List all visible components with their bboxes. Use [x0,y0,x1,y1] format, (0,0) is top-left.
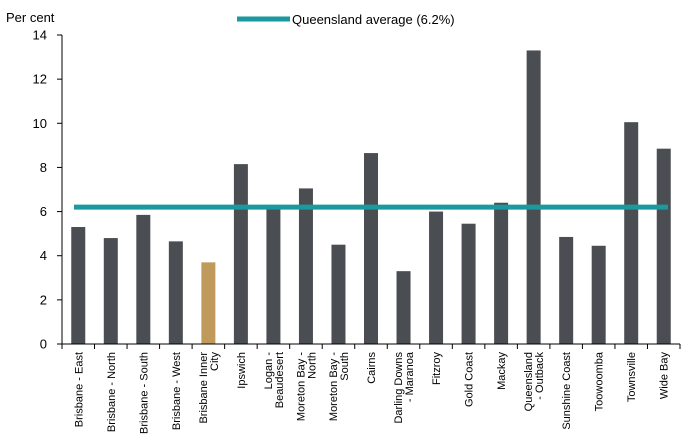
bar-0 [71,227,86,344]
bar-8 [331,244,346,344]
bar-3 [168,241,183,344]
bars-group [71,50,671,345]
bar-14 [526,50,541,344]
x-tick-label: Brisbane - West [171,352,183,430]
x-labels-group: Brisbane - East Brisbane - North Brisbane … [73,351,670,434]
bar-11 [429,211,444,344]
bar-7 [298,188,313,344]
x-tick-label: Gold Coast [464,352,476,407]
bar-17 [624,122,639,345]
bar-13 [494,202,509,344]
x-tick-label: Toowoomba [594,351,606,411]
y-tick-label: 4 [40,248,47,263]
x-tick-label: Brisbane - East [73,352,85,427]
x-tick-label: Ipswich [236,352,248,389]
bar-15 [559,236,574,344]
bar-18 [656,148,671,344]
x-tick-label: Brisbane - South [138,352,150,434]
bar-12 [461,223,476,344]
x-tick-label: Queensland- Outback [523,352,546,412]
bar-1 [103,238,118,344]
y-tick-label: 14 [33,28,47,43]
x-tick-label: Moreton Bay -South [328,352,351,421]
x-tick-label: Wide Bay [659,352,671,400]
bar-2 [136,214,151,344]
x-tick-label: Fitzroy [431,352,443,386]
y-tick-label: 12 [33,72,47,87]
y-tick-label: 8 [40,160,47,175]
bar-5 [233,164,248,344]
y-tick-label: 0 [40,337,47,352]
x-tick-label: Logan -Beaudesert [263,352,286,409]
bar-10 [396,271,411,344]
bar-9 [364,153,378,344]
axes-group [61,35,681,349]
x-tick-label: Mackay [496,352,508,390]
legend: Queensland average (6.2%) [237,12,455,27]
x-tick-label: Townsville [626,352,638,402]
x-tick-label: Brisbane - North [106,352,118,432]
y-tick-label: 6 [40,204,47,219]
x-tick-label: Brisbane InnerCity [198,352,221,424]
bar-16 [591,245,606,344]
bar-4 [201,262,216,344]
x-tick-label: Darling Downs- Maranoa [393,351,416,423]
x-tick-label: Moreton Bay -North [295,352,318,421]
x-tick-label: Sunshine Coast [561,352,573,430]
y-ticks-group: 0 2 4 6 8 10 12 14 [33,28,62,352]
legend-label-average: Queensland average (6.2%) [292,12,455,27]
y-tick-label: 2 [40,292,47,307]
x-tick-label: Cairns [366,352,378,384]
y-axis-title: Per cent [6,10,55,25]
y-tick-label: 10 [33,116,47,131]
bar-6 [266,204,281,344]
